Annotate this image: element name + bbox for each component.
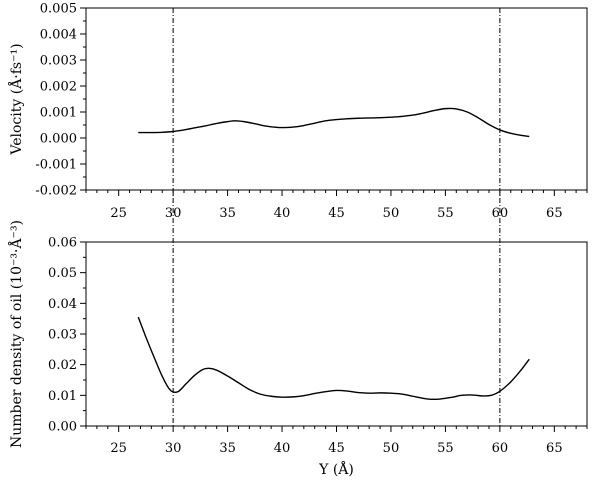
- y-tick-label: 0.05: [48, 266, 77, 281]
- y-tick-label: 0.001: [40, 106, 77, 121]
- y-tick-label: 0.06: [48, 236, 77, 251]
- x-tick-label: 60: [492, 441, 509, 456]
- x-tick-label: 60: [492, 206, 509, 221]
- x-tick-label: 35: [219, 206, 236, 221]
- x-tick-label: 30: [165, 206, 182, 221]
- x-tick-label: 65: [546, 441, 563, 456]
- x-axis-label: Y (Å): [318, 460, 354, 478]
- series-line: [137, 316, 530, 401]
- x-tick-label: 55: [437, 441, 454, 456]
- y-tick-label: 0.005: [40, 2, 77, 17]
- x-tick-label: 50: [383, 206, 400, 221]
- x-tick-label: 50: [383, 441, 400, 456]
- x-tick-label: 65: [546, 206, 563, 221]
- y-tick-label: 0.004: [40, 28, 77, 43]
- x-tick-label: 40: [274, 441, 291, 456]
- series-line: [138, 107, 530, 138]
- y-tick-label: 0.002: [40, 80, 77, 95]
- y-tick-label: 0.01: [48, 389, 77, 404]
- y-tick-label: 0.04: [48, 297, 77, 312]
- y-tick-label: 0.02: [48, 358, 77, 373]
- y-tick-label: 0.00: [48, 420, 77, 435]
- x-tick-label: 45: [328, 441, 345, 456]
- y-tick-label: 0.03: [48, 328, 77, 343]
- x-tick-label: 35: [219, 441, 236, 456]
- x-tick-label: 25: [110, 441, 127, 456]
- number-density-panel: 0.00 0.01 0.02 0.03 0.04 0.05 0.06 25 30 35 40 45 50…: [7, 220, 588, 478]
- y-tick-label: -0.002: [35, 184, 77, 199]
- y-tick-label: -0.001: [35, 158, 77, 173]
- y-tick-label: 0.000: [40, 132, 77, 147]
- y-axis-label: Velocity (Å·fs⁻¹): [7, 43, 25, 155]
- x-tick-label: 25: [110, 206, 127, 221]
- x-tick-label: 40: [274, 206, 291, 221]
- y-axis-label: Number density of oil (10⁻³·Å⁻³): [7, 220, 25, 448]
- x-tick-label: 30: [165, 441, 182, 456]
- y-tick-label: 0.003: [40, 54, 77, 69]
- velocity-panel: -0.002 -0.001 0.000 0.001 0.002 0.003 0.004 0.0…: [7, 2, 588, 221]
- plot-frame: [85, 241, 588, 427]
- plot-frame: [85, 7, 588, 191]
- x-tick-label: 45: [328, 206, 345, 221]
- x-tick-label: 55: [437, 206, 454, 221]
